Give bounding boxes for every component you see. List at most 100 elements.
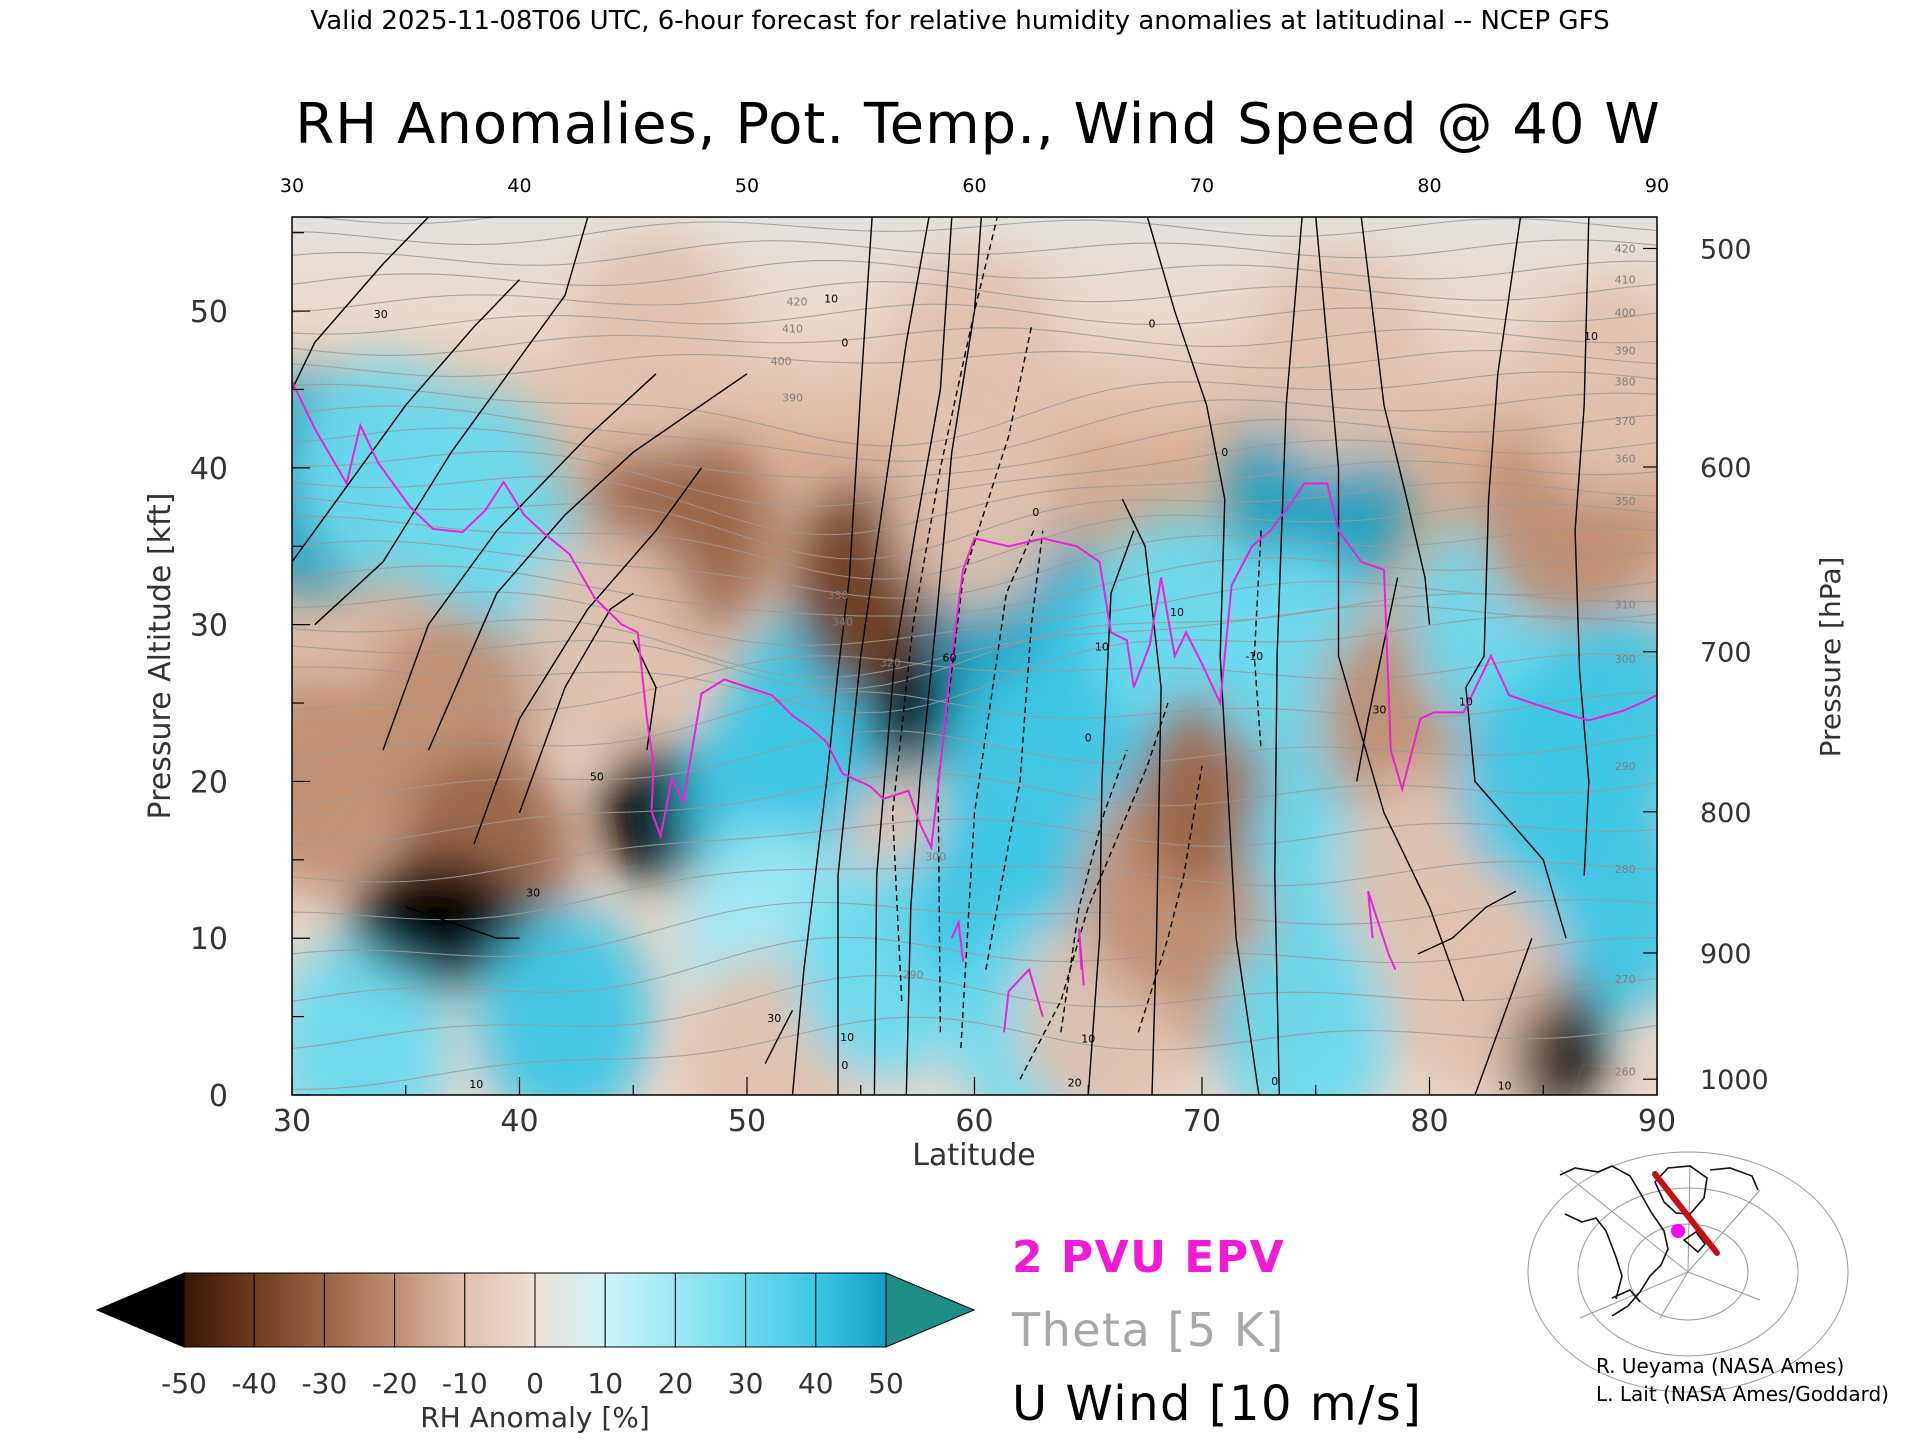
- theta-contour: [292, 371, 1657, 447]
- wind-contour: [1137, 765, 1203, 1033]
- wind-contour: [1060, 749, 1128, 1033]
- wind-contour-label: 10: [1095, 641, 1109, 654]
- rh-anomaly-blob: [886, 389, 1063, 610]
- top-tick-label: 90: [1645, 175, 1669, 197]
- theta-contour: [292, 349, 1657, 378]
- epv-2pvu-line: [292, 381, 1657, 851]
- rh-anomaly-blob: [1387, 875, 1563, 1095]
- wind-contour: [891, 217, 998, 1001]
- wind-contour-label: 0: [1032, 506, 1039, 519]
- wind-contour: [1574, 217, 1590, 876]
- legend-item: 2 PVU EPV: [1012, 1232, 1285, 1283]
- theta-contour-label: 390: [782, 391, 803, 404]
- wind-contour-label: 0: [841, 336, 848, 349]
- wind-contour: [1146, 217, 1260, 1095]
- wind-contour-label: 0: [1271, 1075, 1278, 1088]
- pressure-tick-label: 1000: [1700, 1065, 1769, 1096]
- wind-contour: [405, 906, 520, 939]
- theta-contour: [292, 527, 1657, 599]
- bottom-axis: 30 40 50 60 70 80 90: [273, 1077, 1676, 1139]
- wind-contour-label: 30: [526, 887, 540, 900]
- theta-contour-label: 320: [880, 656, 901, 669]
- theta-contour: [292, 1016, 1657, 1090]
- x-axis-label: Latitude: [912, 1138, 1035, 1173]
- colorbar-label: RH Anomaly [%]: [420, 1401, 650, 1434]
- wind-contour: [1274, 217, 1303, 1095]
- rh-core-blob: [350, 859, 521, 970]
- wind-contour-label: 50: [590, 771, 604, 784]
- wind-contour-label: 60: [942, 652, 956, 665]
- wind-contour: [1087, 530, 1135, 1095]
- colorbar-segment: [253, 1272, 325, 1348]
- colorbar-over-arrow: [885, 1272, 976, 1348]
- x-tick-label: 80: [1410, 1104, 1448, 1139]
- rh-anomaly-blob: [1216, 922, 1393, 1095]
- colorbar-segment: [323, 1272, 396, 1348]
- colorbar-tick-label: -30: [302, 1367, 348, 1400]
- colorbar: -50 -40 -30 -20 -10 0 10 20 30 40 50: [95, 1272, 976, 1400]
- colorbar-segment: [604, 1272, 676, 1348]
- wind-contour-label: 0: [1148, 318, 1155, 331]
- theta-contour-label: 360: [1615, 452, 1636, 465]
- theta-contour-label: 380: [1615, 376, 1636, 389]
- colorbar-segment: [464, 1272, 536, 1348]
- wind-contour-label: 0: [1221, 446, 1228, 459]
- x-tick-label: 60: [955, 1104, 993, 1139]
- credit-line-1: R. Ueyama (NASA Ames): [1596, 1354, 1844, 1378]
- theta-contour: [292, 593, 1657, 690]
- theta-contour: [292, 898, 1657, 958]
- theta-contour-label: 300: [1615, 653, 1636, 666]
- y-tick-label: 20: [190, 765, 228, 800]
- right-axis: 1002003004005006007008009001000: [1643, 234, 1769, 1096]
- theta-contour-label: 410: [1615, 274, 1636, 287]
- pressure-tick-label: 900: [1700, 939, 1752, 970]
- wind-contour: [1474, 937, 1533, 1095]
- colorbar-segment: [745, 1272, 817, 1348]
- theta-contour-label: 350: [1615, 495, 1636, 508]
- epv-2pvu-segment: [1367, 890, 1397, 971]
- rh-core-blob: [642, 790, 670, 827]
- theta-contour: [292, 605, 1657, 678]
- wind-contour: [1417, 890, 1517, 955]
- theta-contour-label: 370: [1615, 415, 1636, 428]
- credit-line-2: L. Lait (NASA Ames/Goddard): [1596, 1382, 1889, 1406]
- rh-core-blob: [910, 670, 935, 751]
- colorbar-tick-label: 10: [587, 1367, 623, 1400]
- x-tick-label: 40: [500, 1104, 538, 1139]
- theta-contour: [292, 281, 1657, 313]
- x-tick-label: 50: [728, 1104, 766, 1139]
- colorbar-tick-label: -20: [372, 1367, 418, 1400]
- theta-contour: [292, 936, 1657, 1002]
- wind-contour: [1121, 498, 1162, 1095]
- theta-contour-label: 270: [1615, 973, 1636, 986]
- theta-contour-label: 290: [1615, 760, 1636, 773]
- top-tick-label: 40: [507, 175, 531, 197]
- wind-contour: [427, 373, 748, 751]
- wind-contour-label: 10: [1584, 330, 1598, 343]
- theta-contour-label: 280: [1615, 863, 1636, 876]
- plot-area: 340 330 320 420 410 400 390 420 410 400 390 380 370 3…: [292, 217, 1657, 1095]
- wind-contour: [1019, 702, 1169, 1080]
- wind-contour: [1465, 217, 1567, 939]
- theta-contour-label: 400: [771, 355, 792, 368]
- wind-contour: [1253, 530, 1262, 751]
- inset-map: [1527, 1151, 1849, 1393]
- colorbar-segment: [394, 1272, 466, 1348]
- colorbar-tick-label: 20: [658, 1367, 694, 1400]
- wind-contour-label: 30: [1372, 703, 1386, 716]
- wind-contour-label: 0: [1085, 732, 1092, 745]
- colorbar-tick-label: 50: [868, 1367, 904, 1400]
- theta-contour-label: 330: [828, 589, 849, 602]
- theta-contour: [292, 439, 1657, 507]
- wind-contour: [985, 530, 1044, 970]
- top-tick-label: 50: [735, 175, 759, 197]
- theta-contour: [292, 974, 1657, 1050]
- wind-contour: [764, 1009, 794, 1064]
- theta-contour: [292, 691, 1657, 760]
- theta-contour-label: 420: [1615, 242, 1636, 255]
- left-axis: 0 10 20 30 40 50: [190, 232, 310, 1114]
- top-tick-label: 70: [1190, 175, 1214, 197]
- theta-contour: [292, 218, 1657, 246]
- wind-contour: [791, 217, 873, 1095]
